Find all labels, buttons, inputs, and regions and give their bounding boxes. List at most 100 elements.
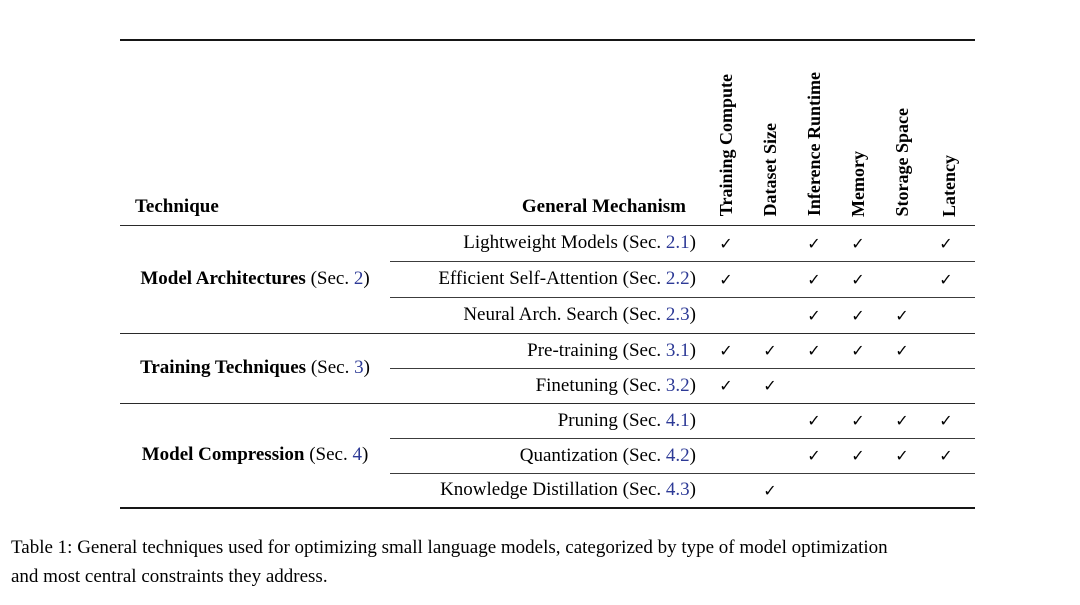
section-link-2[interactable]: 2 <box>353 268 364 289</box>
check-cell-memory: ✓ <box>836 225 880 262</box>
section-link-4[interactable]: 4 <box>352 444 362 466</box>
check-cell-inference-runtime: ✓ <box>792 403 836 439</box>
header-row: Technique General Mechanism Training Com… <box>120 40 975 226</box>
checkmark-icon: ✓ <box>719 341 733 360</box>
checkmark-icon: ✓ <box>719 376 733 395</box>
mechanism-cell-pre-training: Pre-training (Sec. 3.1) <box>390 333 704 369</box>
check-cell-memory: ✓ <box>836 297 880 334</box>
rotated-header-label: Storage Space <box>891 108 912 217</box>
check-cell-memory <box>836 473 880 508</box>
col-header-general-mechanism: General Mechanism <box>390 40 704 226</box>
check-cell-dataset-size <box>748 225 792 262</box>
check-cell-memory: ✓ <box>836 333 880 369</box>
check-cell-latency: ✓ <box>924 225 975 262</box>
checkmark-icon: ✓ <box>851 411 865 430</box>
section-link-3-2[interactable]: 3.2 <box>665 374 690 396</box>
checkmark-icon: ✓ <box>851 233 865 253</box>
check-cell-storage-space <box>880 261 924 298</box>
technique-name: Model Compression <box>141 444 305 466</box>
checkmark-icon: ✓ <box>807 341 821 360</box>
check-cell-training-compute: ✓ <box>704 368 748 404</box>
checkmark-icon: ✓ <box>895 446 909 465</box>
col-header-latency: Latency <box>924 40 975 226</box>
table-row-lightweight-models: Model Architectures (Sec. 2) Lightweight … <box>120 225 975 334</box>
rotated-header-label: Dataset Size <box>759 123 780 217</box>
check-cell-memory: ✓ <box>836 261 880 298</box>
check-cell-storage-space: ✓ <box>880 333 924 369</box>
check-cell-inference-runtime <box>792 368 836 404</box>
check-cell-latency <box>924 333 975 369</box>
check-cell-dataset-size <box>748 438 792 474</box>
mechanism-cell-finetuning: Finetuning (Sec. 3.2) <box>390 368 704 404</box>
check-cell-memory: ✓ <box>836 403 880 439</box>
technique-name: Model Architectures <box>140 268 306 289</box>
caption-line-1: Table 1: General techniques used for opt… <box>11 537 888 558</box>
checkmark-icon: ✓ <box>719 233 733 253</box>
check-cell-dataset-size <box>748 403 792 439</box>
check-cell-latency: ✓ <box>924 403 975 439</box>
check-cell-latency <box>924 473 975 508</box>
table-row-pruning: Model Compression (Sec. 4) Pruning (Sec. … <box>120 403 975 465</box>
check-cell-dataset-size: ✓ <box>748 368 792 404</box>
checkmark-icon: ✓ <box>939 411 953 430</box>
check-cell-dataset-size <box>748 261 792 298</box>
check-cell-training-compute <box>704 297 748 334</box>
check-cell-inference-runtime: ✓ <box>792 225 836 262</box>
section-link-3[interactable]: 3 <box>354 357 364 378</box>
table-row-knowledge-distillation: Knowledge Distillation (Sec. 4.3) ✓ <box>120 473 975 508</box>
section-link-2-3[interactable]: 2.3 <box>665 304 690 325</box>
technique-name: Training Techniques <box>140 357 307 378</box>
check-cell-latency: ✓ <box>924 261 975 298</box>
col-header-inference-runtime: Inference Runtime <box>792 40 836 226</box>
checkmark-icon: ✓ <box>719 269 733 289</box>
table-1-region: Technique General Mechanism Training Com… <box>120 39 975 509</box>
checkmark-icon: ✓ <box>895 411 909 430</box>
col-header-dataset-size: Dataset Size <box>748 40 792 226</box>
rotated-header-label: Latency <box>939 154 960 217</box>
table-row-efficient-self-attention: Efficient Self-Attention (Sec. 2.2) ✓ ✓ ✓ ✓ <box>120 261 975 298</box>
checkmark-icon: ✓ <box>939 446 953 465</box>
check-cell-memory <box>836 368 880 404</box>
check-cell-dataset-size: ✓ <box>748 473 792 508</box>
mechanism-cell-neural-arch-search: Neural Arch. Search (Sec. 2.3) <box>390 297 704 334</box>
mechanism-cell-knowledge-distillation: Knowledge Distillation (Sec. 4.3) <box>440 479 696 501</box>
table-row-pre-training: Training Techniques (Sec. 3) Pre-training… <box>120 333 975 404</box>
col-header-memory: Memory <box>836 40 880 226</box>
checkmark-icon: ✓ <box>807 269 821 289</box>
mechanism-cell-quantization: Quantization (Sec. 4.2) <box>390 438 704 474</box>
check-cell-training-compute: ✓ <box>704 261 748 298</box>
section-link-4-1[interactable]: 4.1 <box>665 409 690 431</box>
check-cell-training-compute <box>704 438 748 474</box>
check-cell-storage-space: ✓ <box>880 403 924 439</box>
checkmark-icon: ✓ <box>939 269 953 289</box>
rotated-header-label: Training Compute <box>715 74 736 217</box>
checkmark-icon: ✓ <box>895 341 909 360</box>
check-cell-training-compute: ✓ <box>704 225 748 262</box>
col-header-training-compute: Training Compute <box>704 40 748 226</box>
section-link-2-1[interactable]: 2.1 <box>665 232 690 253</box>
check-cell-storage-space <box>880 473 924 508</box>
mechanism-cell-lightweight-models: Lightweight Models (Sec. 2.1) <box>390 225 704 262</box>
check-cell-training-compute <box>704 403 748 439</box>
checkmark-icon: ✓ <box>939 233 953 253</box>
table-row-neural-arch-search: Neural Arch. Search (Sec. 2.3) ✓ ✓ ✓ <box>120 297 975 334</box>
checkmark-icon: ✓ <box>807 233 821 253</box>
check-cell-storage-space <box>880 225 924 262</box>
section-link-2-2[interactable]: 2.2 <box>665 268 690 289</box>
checkmark-icon: ✓ <box>807 305 821 325</box>
section-link-4-2[interactable]: 4.2 <box>665 444 690 466</box>
table-caption: Table 1: General techniques used for opt… <box>11 533 1075 591</box>
check-cell-training-compute: ✓ <box>704 333 748 369</box>
section-link-4-3[interactable]: 4.3 <box>665 479 690 501</box>
rotated-header-label: Inference Runtime <box>803 72 824 217</box>
checkmark-icon: ✓ <box>851 269 865 289</box>
check-cell-inference-runtime <box>792 473 836 508</box>
col-header-storage-space: Storage Space <box>880 40 924 226</box>
section-link-3-1[interactable]: 3.1 <box>665 339 690 361</box>
checkmark-icon: ✓ <box>807 446 821 465</box>
checkmark-icon: ✓ <box>763 341 777 360</box>
checkmark-icon: ✓ <box>807 411 821 430</box>
rotated-header-label: Memory <box>847 150 868 217</box>
col-header-technique: Technique <box>120 40 390 226</box>
